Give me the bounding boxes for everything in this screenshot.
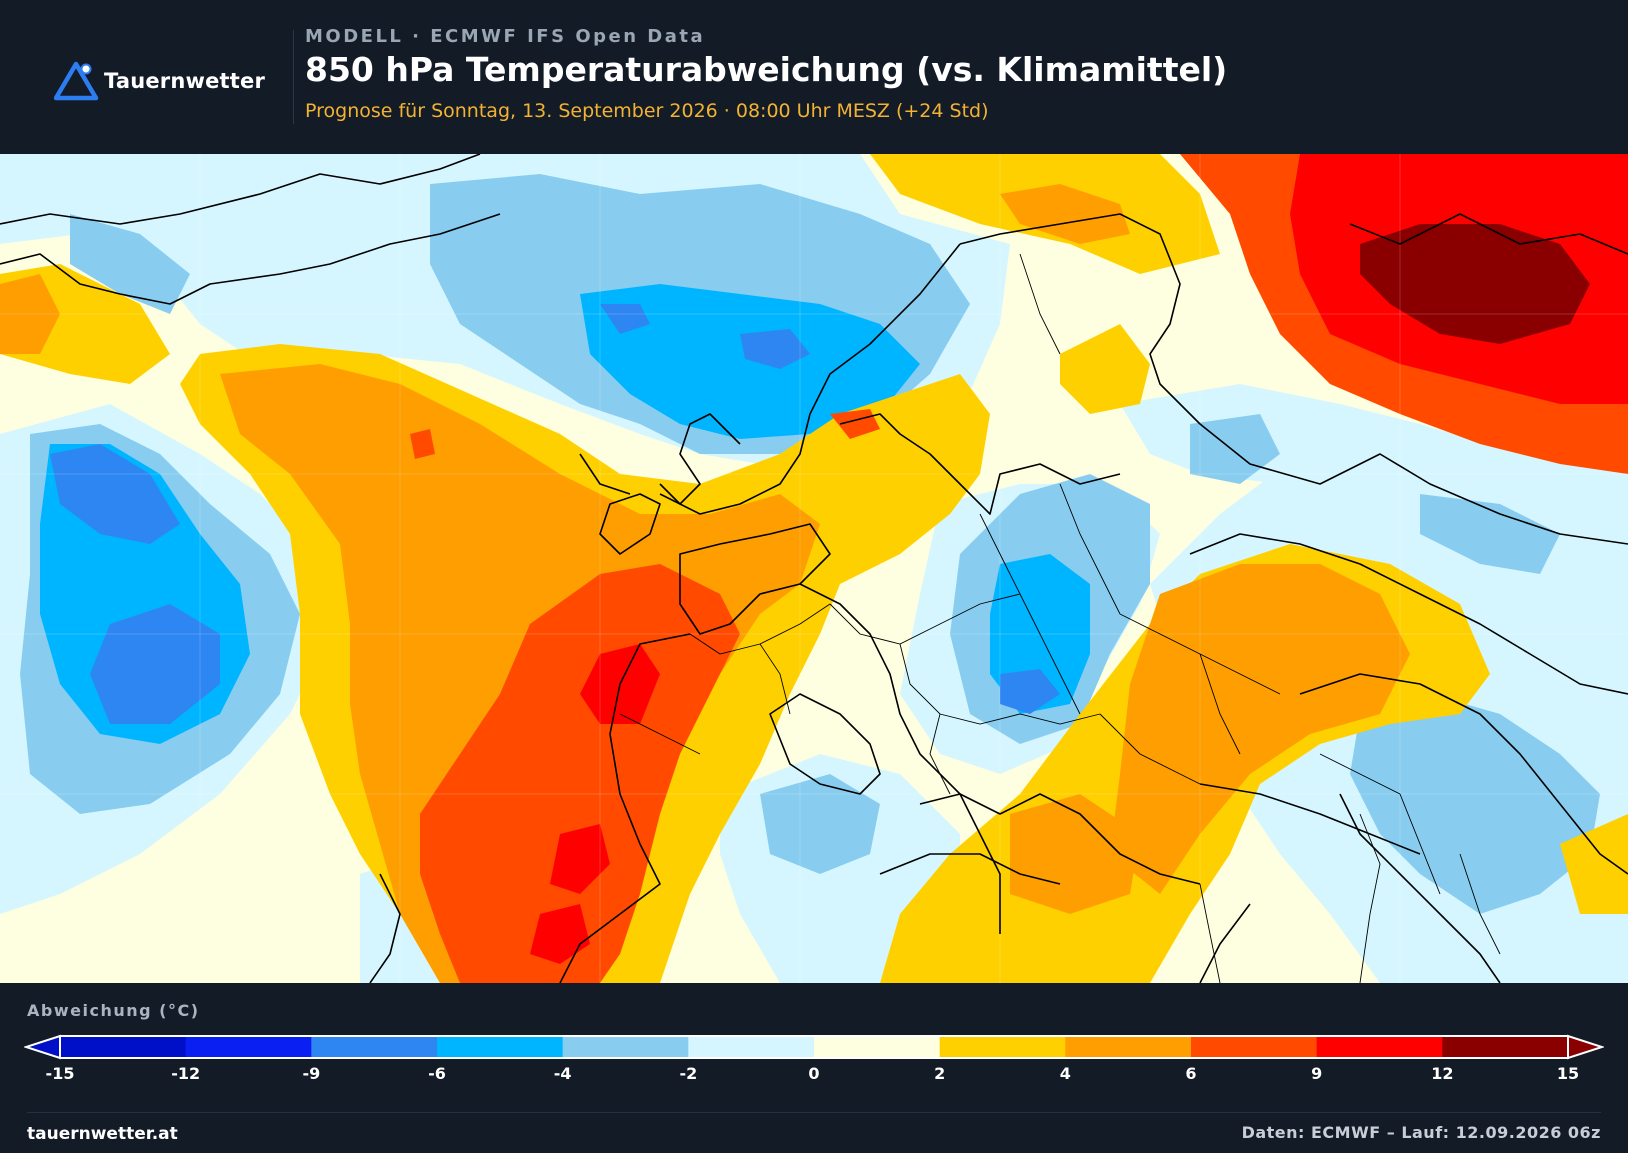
colorbar-tick-label: 2 xyxy=(934,1064,946,1083)
colorbar-segment xyxy=(60,1036,187,1058)
colorbar-tick-label: -15 xyxy=(45,1064,75,1083)
map-canvas xyxy=(0,154,1628,983)
colorbar-tick-label: 15 xyxy=(1556,1064,1580,1083)
colorbar-arrow-low xyxy=(24,1034,61,1060)
colorbar-tick-label: -4 xyxy=(553,1064,572,1083)
colorbar-tick-label: 0 xyxy=(808,1064,820,1083)
colorbar-segment xyxy=(1191,1036,1318,1058)
colorbar-frame xyxy=(59,1035,1569,1059)
colorbar-tick-label: 6 xyxy=(1185,1064,1197,1083)
colorbar-segment xyxy=(1065,1036,1192,1058)
colorbar-segment xyxy=(437,1036,564,1058)
model-line: MODELL · ECMWF IFS Open Data xyxy=(305,26,706,47)
anomaly-band-minus9-minus6 xyxy=(50,304,1060,724)
anomaly-band-12-15 xyxy=(1360,224,1590,344)
anomaly-map[interactable] xyxy=(0,154,1628,983)
colorbar-segment xyxy=(939,1036,1066,1058)
colorbar-segment xyxy=(688,1036,815,1058)
colorbar-arrow-high xyxy=(1567,1034,1604,1060)
forecast-time: Prognose für Sonntag, 13. September 2026… xyxy=(305,100,989,122)
mountain-triangle-icon xyxy=(54,61,99,101)
colorbar-tick-label: -12 xyxy=(171,1064,201,1083)
colorbar-tick-label: 12 xyxy=(1431,1064,1454,1083)
graticule xyxy=(0,154,1628,983)
brand-name: Tauernwetter xyxy=(104,69,266,93)
country-borders xyxy=(619,253,1501,983)
colorbar-segment xyxy=(311,1036,438,1058)
colorbar-tick-label: -6 xyxy=(428,1064,446,1083)
brand-logo[interactable]: Tauernwetter xyxy=(54,60,265,102)
legend-title: Abweichung (°C) xyxy=(27,1001,200,1020)
header: Tauernwetter MODELL · ECMWF IFS Open Dat… xyxy=(0,0,1628,154)
page-title: 850 hPa Temperaturabweichung (vs. Klimam… xyxy=(305,50,1228,89)
colorbar-segment xyxy=(1316,1036,1443,1058)
colorbar-segment xyxy=(185,1036,312,1058)
colorbar-segment xyxy=(562,1036,689,1058)
data-source: Daten: ECMWF – Lauf: 12.09.2026 06z xyxy=(1241,1123,1601,1142)
colorbar-tick-label: -2 xyxy=(679,1064,698,1083)
colorbar-segment xyxy=(1442,1036,1569,1058)
colorbar-segment xyxy=(814,1036,941,1058)
colorbar-tick-label: 4 xyxy=(1059,1064,1071,1083)
footer-divider xyxy=(27,1112,1601,1113)
header-divider xyxy=(293,30,294,124)
colorbar-tick-label: -9 xyxy=(302,1064,321,1083)
site-link[interactable]: tauernwetter.at xyxy=(27,1124,178,1144)
colorbar xyxy=(24,1034,1604,1060)
colorbar-tick-label: 9 xyxy=(1311,1064,1323,1083)
coastlines xyxy=(0,154,1628,983)
